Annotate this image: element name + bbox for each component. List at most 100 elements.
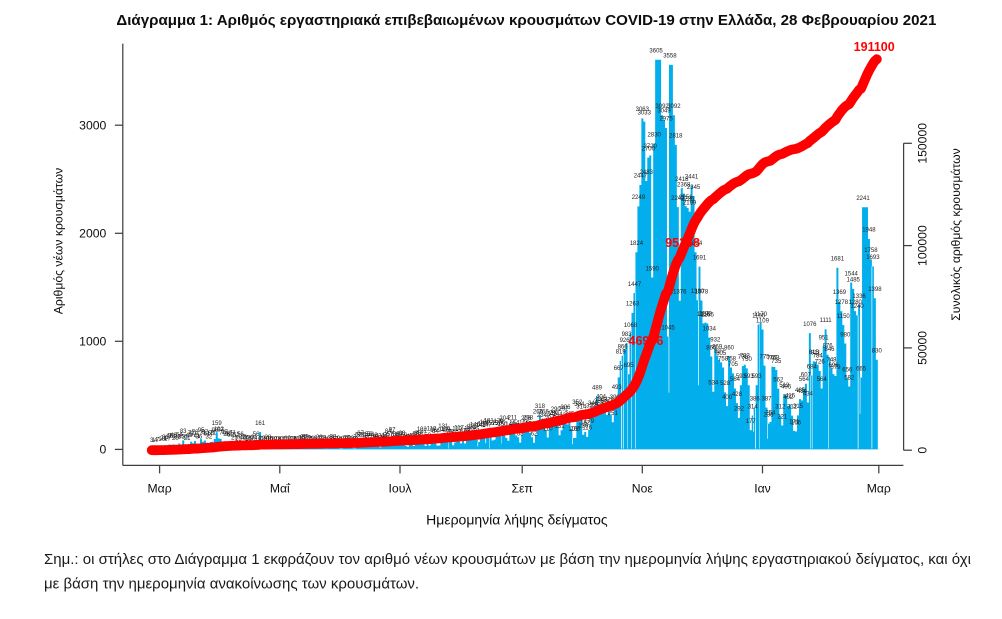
svg-text:2345: 2345 xyxy=(687,185,701,191)
svg-text:860: 860 xyxy=(706,345,717,351)
svg-text:3000: 3000 xyxy=(79,119,106,133)
svg-text:45: 45 xyxy=(166,433,173,439)
svg-text:292: 292 xyxy=(558,407,569,413)
svg-text:56: 56 xyxy=(253,432,260,438)
svg-text:735: 735 xyxy=(771,359,782,365)
svg-text:15: 15 xyxy=(261,437,268,443)
svg-text:57: 57 xyxy=(397,432,404,438)
svg-text:434: 434 xyxy=(803,391,814,397)
svg-text:428: 428 xyxy=(732,392,743,398)
svg-text:46: 46 xyxy=(170,433,177,439)
svg-text:926: 926 xyxy=(620,338,631,344)
svg-text:150000: 150000 xyxy=(916,123,930,164)
svg-text:44: 44 xyxy=(381,433,388,439)
svg-text:93: 93 xyxy=(444,428,451,434)
svg-text:3092: 3092 xyxy=(667,104,681,110)
svg-text:10: 10 xyxy=(158,437,165,443)
svg-text:162: 162 xyxy=(580,421,591,427)
svg-text:493: 493 xyxy=(612,385,623,391)
svg-text:315: 315 xyxy=(793,404,804,410)
svg-text:582: 582 xyxy=(844,375,855,381)
svg-text:68: 68 xyxy=(207,431,214,437)
svg-text:166: 166 xyxy=(495,420,506,426)
svg-text:3049: 3049 xyxy=(657,109,671,115)
svg-text:665: 665 xyxy=(856,366,867,372)
svg-text:65: 65 xyxy=(414,431,421,437)
svg-text:4: 4 xyxy=(154,438,158,444)
svg-text:251: 251 xyxy=(608,411,619,417)
svg-text:60: 60 xyxy=(412,432,419,438)
svg-text:70: 70 xyxy=(219,431,226,437)
svg-text:56: 56 xyxy=(237,432,244,438)
svg-text:39: 39 xyxy=(168,434,175,440)
svg-text:157: 157 xyxy=(491,421,502,427)
svg-text:3605: 3605 xyxy=(649,49,663,55)
svg-text:1824: 1824 xyxy=(689,241,703,247)
svg-text:656: 656 xyxy=(842,367,853,373)
svg-text:352: 352 xyxy=(572,400,583,406)
svg-text:244: 244 xyxy=(553,412,564,418)
svg-text:334: 334 xyxy=(574,402,585,408)
svg-text:266: 266 xyxy=(533,410,544,416)
svg-text:2199: 2199 xyxy=(683,201,697,207)
svg-text:Μαρ: Μαρ xyxy=(148,481,172,495)
svg-text:136: 136 xyxy=(578,424,589,430)
svg-text:758: 758 xyxy=(718,356,729,362)
svg-text:564: 564 xyxy=(817,377,828,383)
svg-text:1076: 1076 xyxy=(803,322,817,328)
svg-text:62: 62 xyxy=(531,432,538,438)
svg-text:177: 177 xyxy=(746,419,757,425)
svg-text:35: 35 xyxy=(182,434,189,440)
svg-text:726: 726 xyxy=(815,360,826,366)
svg-text:951: 951 xyxy=(819,335,830,341)
svg-text:1758: 1758 xyxy=(864,248,878,254)
svg-text:1150: 1150 xyxy=(837,314,851,320)
svg-text:159: 159 xyxy=(212,421,223,427)
svg-text:166: 166 xyxy=(791,420,802,426)
svg-text:87: 87 xyxy=(420,429,427,435)
svg-text:1278: 1278 xyxy=(835,300,849,306)
svg-text:402: 402 xyxy=(783,395,794,401)
svg-text:161: 161 xyxy=(255,421,266,427)
svg-text:71: 71 xyxy=(200,431,207,437)
svg-text:106: 106 xyxy=(570,427,581,433)
svg-text:Διάγραμμα 1: Αριθμός εργαστηρι: Διάγραμμα 1: Αριθμός εργαστηριακά επιβεβ… xyxy=(116,12,936,29)
svg-text:56: 56 xyxy=(223,432,230,438)
svg-text:932: 932 xyxy=(710,338,721,344)
svg-text:696: 696 xyxy=(828,363,839,369)
svg-text:121: 121 xyxy=(466,425,477,431)
svg-text:55: 55 xyxy=(359,432,366,438)
svg-text:415: 415 xyxy=(785,393,796,399)
svg-text:2700: 2700 xyxy=(642,146,656,152)
svg-text:695: 695 xyxy=(624,363,635,369)
svg-text:811: 811 xyxy=(811,351,821,357)
svg-text:52: 52 xyxy=(233,433,240,439)
svg-text:3063: 3063 xyxy=(636,107,650,113)
svg-text:827: 827 xyxy=(714,349,725,355)
svg-text:815: 815 xyxy=(809,350,820,356)
svg-text:1369: 1369 xyxy=(833,290,847,296)
svg-text:116: 116 xyxy=(582,426,592,432)
svg-text:2000: 2000 xyxy=(79,227,106,241)
svg-text:495: 495 xyxy=(781,385,792,391)
svg-text:17: 17 xyxy=(164,436,171,442)
svg-text:41: 41 xyxy=(194,434,201,440)
svg-text:Σημ.: οι στήλες στο Διάγραμμα: Σημ.: οι στήλες στο Διάγραμμα 1 εκφράζου… xyxy=(44,551,971,568)
svg-text:7: 7 xyxy=(156,437,160,443)
svg-text:16: 16 xyxy=(245,437,252,443)
svg-text:Μαΐ: Μαΐ xyxy=(270,481,291,495)
svg-text:1111: 1111 xyxy=(820,318,833,324)
svg-text:1336: 1336 xyxy=(852,294,866,300)
svg-text:150: 150 xyxy=(497,422,508,428)
svg-text:667: 667 xyxy=(614,366,625,372)
svg-text:54: 54 xyxy=(176,432,183,438)
svg-text:2418: 2418 xyxy=(675,177,689,183)
svg-text:97: 97 xyxy=(217,428,224,434)
svg-text:10: 10 xyxy=(249,437,256,443)
svg-text:32: 32 xyxy=(206,435,213,441)
svg-text:28: 28 xyxy=(265,435,272,441)
svg-text:1681: 1681 xyxy=(831,257,845,263)
svg-text:3: 3 xyxy=(150,438,154,444)
svg-text:32: 32 xyxy=(330,435,337,441)
svg-text:2483: 2483 xyxy=(640,170,654,176)
